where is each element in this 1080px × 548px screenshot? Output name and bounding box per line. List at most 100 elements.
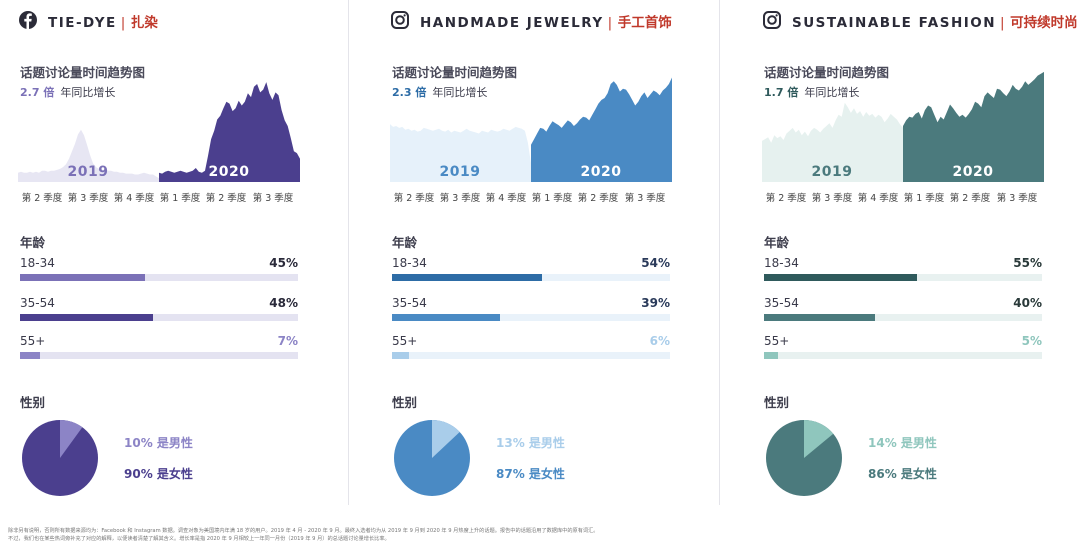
age-row-18-34: 18-34 45% <box>20 256 298 286</box>
pie-slice-male <box>804 420 834 458</box>
area-2019 <box>390 124 531 182</box>
age-label: 55+ <box>764 334 790 348</box>
age-row-18-34: 18-34 54% <box>392 256 670 286</box>
trend-chart: 2019 2020 <box>390 77 672 182</box>
growth-text: 2.3 倍年同比增长 <box>392 84 487 100</box>
panel-title: TIE-DYE | 扎染 <box>48 11 158 31</box>
panel-handmade-jewelry: HANDMADE JEWELRY | 手工首饰话题讨论量时间趋势图 2.3 倍年同比增… <box>390 0 690 500</box>
gender-pie <box>394 420 470 496</box>
age-bar-track <box>764 352 1042 359</box>
age-bar-track <box>392 352 670 359</box>
quarter-label: 第 4 季度 <box>485 193 527 204</box>
year-label-2020: 2020 <box>581 164 622 180</box>
gender-male-label: 13% 是男性 <box>496 436 565 450</box>
age-bar-fill <box>764 314 876 321</box>
age-title: 年龄 <box>20 235 46 250</box>
quarter-label: 第 4 季度 <box>857 193 899 204</box>
age-bar-track <box>20 314 298 321</box>
age-percent: 48% <box>269 296 298 310</box>
age-row-55-plus: 55+ 7% <box>20 334 298 364</box>
title-separator: | <box>120 15 127 31</box>
age-bar-fill <box>20 314 154 321</box>
age-percent: 55% <box>1013 256 1042 270</box>
growth-label: 年同比增长 <box>804 86 860 99</box>
year-label-2020: 2020 <box>209 164 250 180</box>
gender-male-label: 14% 是男性 <box>868 436 937 450</box>
quarter-label: 第 1 季度 <box>159 193 201 204</box>
quarter-label: 第 3 季度 <box>811 193 853 204</box>
quarter-label: 第 2 季度 <box>205 193 247 204</box>
panel-divider <box>348 0 349 505</box>
quarter-axis: 第 2 季度第 3 季度第 4 季度第 1 季度第 2 季度第 3 季度 <box>390 190 690 204</box>
age-bar-track <box>764 314 1042 321</box>
instagram-icon <box>391 11 409 29</box>
title-en: HANDMADE JEWELRY <box>420 15 604 31</box>
gender-pie <box>22 420 98 496</box>
growth-text: 2.7 倍年同比增长 <box>20 84 115 100</box>
trend-title: 话题讨论量时间趋势图 <box>20 65 146 80</box>
panel-divider <box>719 0 720 505</box>
trend-title: 话题讨论量时间趋势图 <box>392 65 518 80</box>
year-label-2019: 2019 <box>440 164 481 180</box>
area-2019 <box>18 129 159 182</box>
footnote-line-2: 不过，我们也在某些热词旁补充了对应的解释，以便读者清楚了解其含义。增长率是指 2… <box>8 536 390 542</box>
year-label-2020: 2020 <box>953 164 994 180</box>
growth-value: 2.3 倍 <box>392 86 427 99</box>
gender-pie <box>766 420 842 496</box>
age-label: 35-54 <box>392 296 427 310</box>
age-label: 55+ <box>20 334 46 348</box>
year-label-2019: 2019 <box>68 164 109 180</box>
title-cn: 手工首饰 <box>617 15 672 31</box>
quarter-label: 第 2 季度 <box>21 193 63 204</box>
age-bar-track <box>764 274 1042 281</box>
facebook-icon <box>19 11 37 29</box>
quarter-axis: 第 2 季度第 3 季度第 4 季度第 1 季度第 2 季度第 3 季度 <box>762 190 1062 204</box>
age-label: 18-34 <box>764 256 799 270</box>
age-percent: 39% <box>641 296 670 310</box>
age-percent: 7% <box>277 334 298 348</box>
age-bar-track <box>392 314 670 321</box>
growth-value: 1.7 倍 <box>764 86 799 99</box>
footnote-line-1: 除非另有说明，否则所有数据来源均为：Facebook 和 Instagram 数… <box>8 528 599 534</box>
panel-title: HANDMADE JEWELRY | 手工首饰 <box>420 11 672 31</box>
trend-chart: 2019 2020 <box>762 71 1044 182</box>
age-bar-fill <box>392 314 501 321</box>
age-row-35-54: 35-54 39% <box>392 296 670 326</box>
age-bar-fill <box>392 274 543 281</box>
age-bar-fill <box>392 352 409 359</box>
age-label: 18-34 <box>392 256 427 270</box>
age-row-35-54: 35-54 48% <box>20 296 298 326</box>
title-cn: 可持续时尚 <box>1010 15 1078 31</box>
quarter-label: 第 1 季度 <box>531 193 573 204</box>
growth-label: 年同比增长 <box>60 86 116 99</box>
age-bar-fill <box>764 352 778 359</box>
age-bar-fill <box>20 352 40 359</box>
gender-female-label: 86% 是女性 <box>868 467 937 481</box>
age-bar-track <box>20 352 298 359</box>
area-2020 <box>159 82 300 182</box>
title-cn: 扎染 <box>130 15 158 31</box>
age-bar-fill <box>20 274 146 281</box>
area-2020 <box>903 71 1044 182</box>
growth-value: 2.7 倍 <box>20 86 55 99</box>
growth-text: 1.7 倍年同比增长 <box>764 84 859 100</box>
pie-slice-male <box>60 420 83 458</box>
age-percent: 54% <box>641 256 670 270</box>
gender-title: 性别 <box>764 395 790 410</box>
quarter-label: 第 2 季度 <box>949 193 991 204</box>
trend-title: 话题讨论量时间趋势图 <box>764 65 890 80</box>
growth-label: 年同比增长 <box>432 86 488 99</box>
age-row-35-54: 35-54 40% <box>764 296 1042 326</box>
quarter-label: 第 4 季度 <box>113 193 155 204</box>
age-label: 55+ <box>392 334 418 348</box>
age-percent: 6% <box>649 334 670 348</box>
panel-title: SUSTAINABLE FASHION | 可持续时尚 <box>792 11 1078 31</box>
age-label: 35-54 <box>764 296 799 310</box>
age-title: 年龄 <box>392 235 418 250</box>
gender-male-label: 10% 是男性 <box>124 436 193 450</box>
year-label-2019: 2019 <box>812 164 853 180</box>
age-row-18-34: 18-34 55% <box>764 256 1042 286</box>
age-label: 35-54 <box>20 296 55 310</box>
age-row-55-plus: 55+ 6% <box>392 334 670 364</box>
age-title: 年龄 <box>764 235 790 250</box>
